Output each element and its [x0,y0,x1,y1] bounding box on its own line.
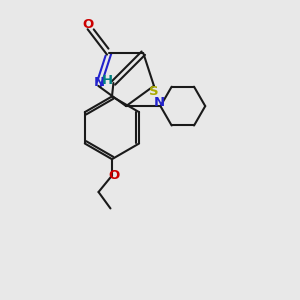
Text: H: H [101,74,112,86]
Text: O: O [109,169,120,182]
Text: S: S [149,85,159,98]
Text: N: N [153,96,164,109]
Text: N: N [94,76,105,89]
Text: O: O [82,18,94,31]
